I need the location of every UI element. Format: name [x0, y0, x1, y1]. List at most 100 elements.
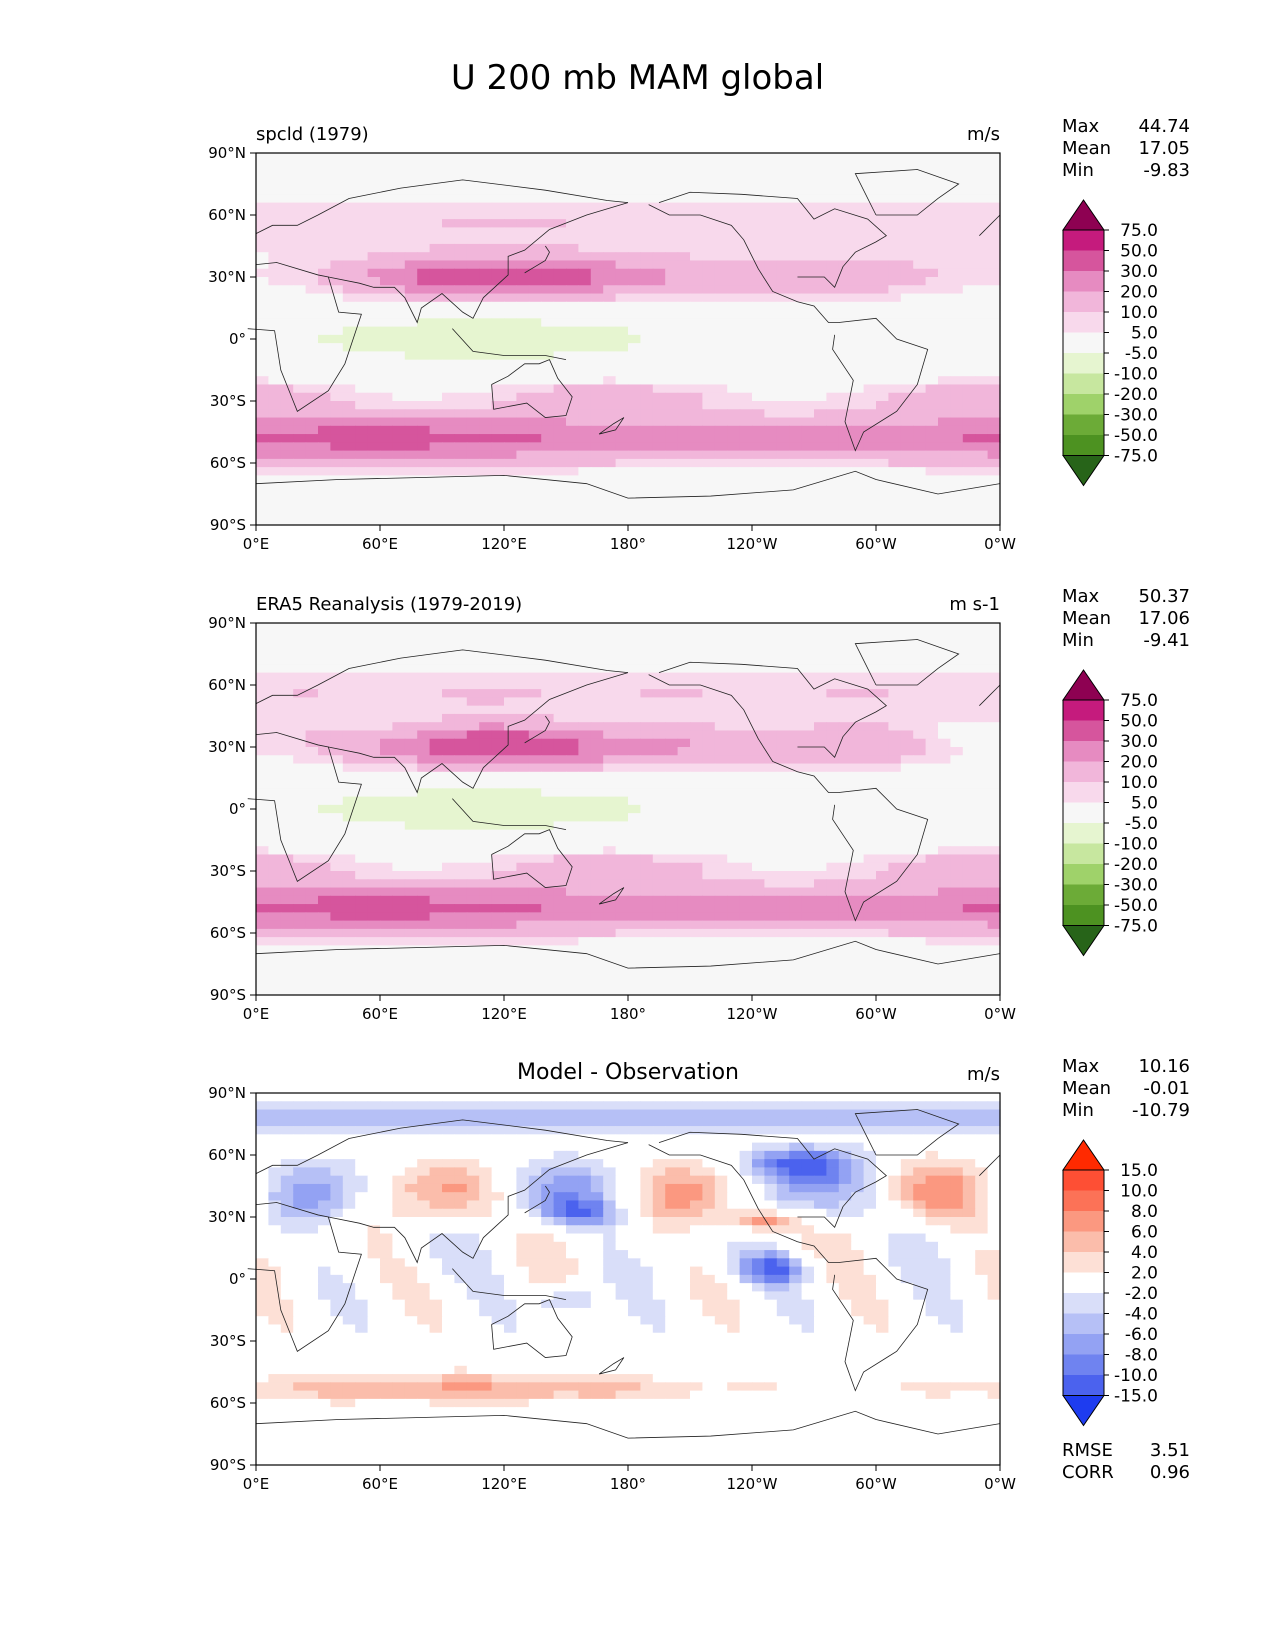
- field-cell: [838, 293, 852, 303]
- field-cell: [318, 705, 331, 715]
- field-cell: [925, 467, 939, 476]
- field-cell: [652, 277, 666, 286]
- field-cell: [454, 326, 468, 336]
- field-cell: [442, 516, 455, 526]
- field-cell: [293, 260, 307, 270]
- field-cell: [814, 862, 827, 872]
- field-cell: [628, 508, 641, 518]
- field-cell: [801, 631, 815, 641]
- field-cell: [318, 169, 331, 179]
- field-cell: [578, 904, 592, 913]
- field-cell: [950, 177, 964, 187]
- field-cell: [305, 227, 319, 237]
- field-cell: [913, 359, 927, 369]
- field-cell: [677, 879, 691, 889]
- field-cell: [293, 689, 307, 698]
- field-cell: [950, 409, 964, 419]
- field-cell: [975, 243, 989, 253]
- field-cell: [429, 730, 443, 740]
- field-cell: [863, 169, 877, 179]
- field-cell: [355, 169, 369, 179]
- field-cell: [801, 763, 815, 773]
- field-cell: [962, 763, 976, 773]
- field-cell: [442, 879, 455, 889]
- field-cell: [962, 210, 976, 220]
- field-cell: [318, 837, 331, 847]
- coastline-path: [524, 245, 550, 274]
- field-cell: [479, 153, 493, 162]
- field-cell: [417, 293, 431, 303]
- field-cell: [491, 310, 505, 319]
- field-cell: [466, 277, 480, 286]
- field-cell: [888, 268, 902, 278]
- field-cell: [392, 821, 406, 831]
- field-cell: [392, 351, 406, 361]
- field-cell: [876, 293, 889, 303]
- field-cell: [615, 730, 629, 740]
- field-cell: [640, 788, 654, 798]
- field-cell: [466, 343, 480, 352]
- field-cell: [739, 846, 753, 856]
- field-cell: [714, 647, 728, 657]
- field-cell: [504, 904, 517, 913]
- field-cell: [541, 664, 555, 674]
- field-cell: [566, 243, 579, 253]
- field-cell: [367, 243, 381, 253]
- field-cell: [491, 392, 505, 402]
- field-cell: [739, 293, 753, 303]
- field-cell: [318, 293, 331, 303]
- field-cell: [404, 425, 418, 435]
- field-cell: [863, 417, 877, 427]
- field-cell: [603, 829, 617, 839]
- x-tick-label: 60°E: [362, 535, 398, 553]
- field-cell: [442, 153, 455, 162]
- field-cell: [342, 829, 356, 839]
- field-cell: [900, 796, 914, 806]
- field-cell: [863, 326, 877, 336]
- field-cell: [677, 846, 691, 856]
- field-cell: [727, 334, 741, 344]
- field-cell: [913, 252, 927, 262]
- field-cell: [367, 252, 381, 262]
- field-cell: [789, 467, 803, 476]
- field-cell: [516, 450, 530, 460]
- field-cell: [950, 268, 964, 278]
- map-plot: 0°E 60°E 120°E 180° 120°W 60°W 0°W90°N60°N30°N…: [208, 614, 1158, 1023]
- field-cell: [417, 672, 431, 682]
- field-cell: [739, 425, 753, 435]
- field-cell: [404, 326, 418, 336]
- field-cell: [975, 500, 989, 510]
- field-cell: [764, 771, 778, 781]
- field-cell: [318, 161, 331, 171]
- field-cell: [876, 747, 889, 756]
- field-cell: [714, 829, 728, 839]
- field-cell: [665, 450, 679, 460]
- coastline-path: [328, 202, 629, 324]
- field-cell: [640, 301, 654, 311]
- field-cell: [280, 680, 294, 690]
- field-cell: [355, 631, 369, 641]
- field-cell: [417, 491, 431, 501]
- field-cell: [913, 871, 927, 880]
- field-cell: [330, 697, 344, 707]
- field-cell: [938, 359, 951, 369]
- field-cell: [752, 227, 765, 237]
- field-cell: [776, 475, 790, 485]
- field-cell: [268, 219, 282, 228]
- field-cell: [876, 450, 889, 460]
- field-cell: [615, 293, 629, 303]
- field-cell: [615, 425, 629, 435]
- field-cell: [913, 500, 927, 510]
- field-cell: [752, 804, 765, 814]
- field-cell: [355, 475, 369, 485]
- field-cell: [677, 904, 691, 913]
- field-cell: [256, 326, 269, 336]
- field-cell: [888, 252, 902, 262]
- field-cell: [429, 285, 443, 295]
- field-cell: [367, 235, 381, 245]
- field-cell: [516, 367, 530, 377]
- field-cell: [888, 318, 902, 328]
- field-cell: [342, 210, 356, 220]
- field-cell: [838, 326, 852, 336]
- field-cell: [987, 623, 1001, 632]
